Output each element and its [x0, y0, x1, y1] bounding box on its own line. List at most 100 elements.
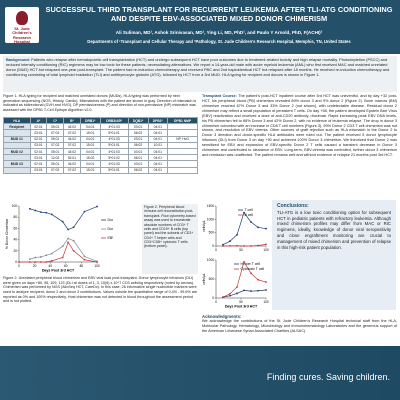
data-point	[72, 239, 75, 242]
data-point	[229, 240, 231, 243]
data-point	[45, 254, 48, 257]
data-point	[50, 213, 53, 216]
data-point	[29, 207, 31, 210]
table-cell: 04:01	[147, 166, 169, 174]
table-row: 03:01 07:02 07:02 15:01 5*01:01 06:02 04:01	[3, 166, 198, 174]
x-tick-label: 80	[80, 264, 84, 268]
affiliations: Departments of ¹Transplant and Cellular …	[87, 39, 351, 44]
table-cell	[3, 166, 31, 174]
data-point	[72, 249, 75, 252]
data-point	[265, 281, 267, 283]
legend-label: Donor 2	[108, 227, 114, 231]
data-point	[39, 261, 42, 263]
section-heading: Transplant Course:	[202, 94, 237, 98]
x-tick-label: 0	[215, 300, 217, 304]
data-point	[29, 258, 31, 261]
data-point	[265, 289, 267, 291]
legend-label: Donor 3	[108, 218, 114, 222]
data-point	[243, 245, 245, 247]
footer-band	[0, 346, 400, 400]
figure-caption: Figure 1. HLA typing for recipient and m…	[3, 94, 197, 112]
header-band	[0, 0, 400, 54]
table-row: 03:01 12:02 52:01 15:02 5*01:02 06:01 04:01	[3, 154, 198, 162]
x-tick-label: 0	[215, 248, 217, 252]
data-point	[236, 286, 238, 288]
table-cell: 15:01	[79, 166, 101, 174]
data-point	[257, 289, 259, 292]
data-point	[34, 256, 37, 259]
table-cell: 07:02	[46, 166, 65, 174]
data-point	[34, 261, 37, 263]
legend-label: Helper T cell	[241, 262, 261, 266]
data-point	[18, 261, 20, 263]
data-point	[257, 244, 259, 247]
data-point	[250, 290, 252, 293]
data-point	[265, 227, 267, 230]
y-tick-label: 0	[212, 244, 214, 248]
background-section: Background: Patients who relapse after h…	[3, 56, 397, 92]
table-row: 03:01 07:02 07:02 15:01 5*01:01 06:02 10:01	[3, 141, 198, 149]
data-point	[222, 245, 224, 247]
section-text: Patients who relapse after hematopoietic…	[6, 57, 390, 77]
legend-label: T cell	[245, 208, 254, 212]
data-point	[250, 245, 252, 247]
data-point	[50, 259, 53, 262]
table-row: 03:01 07:02 07:02 15:01 5*01:01 06:02 04:01	[3, 129, 198, 137]
data-point	[29, 261, 31, 263]
data-point	[222, 243, 224, 246]
data-point	[236, 244, 238, 247]
legend-label: B cell	[245, 213, 254, 217]
data-point	[243, 289, 245, 292]
x-tick-label: 50	[239, 248, 243, 252]
x-tick-label: 100	[94, 264, 100, 268]
data-point	[96, 205, 98, 208]
y-tick-label: 1000	[207, 217, 214, 221]
table-cell: 07:02	[63, 166, 81, 174]
data-point	[243, 211, 245, 214]
table-row: MUD #1 02:01 05:01 44:02 04:01 4*01:03 03:01 04…	[3, 135, 198, 143]
series-line	[29, 238, 98, 262]
data-point	[45, 211, 48, 214]
tagline: Finding cures. Saving children.	[266, 372, 390, 382]
x-tick-label: 50	[239, 300, 243, 304]
table-row: Recipient 02:01 05:01 44:02 04:01 4*01:03 03:0…	[3, 123, 198, 131]
data-point	[257, 278, 259, 281]
legend-label: Cytotoxic T cell	[241, 267, 265, 271]
y-tick-label: 40	[13, 238, 17, 242]
data-point	[34, 209, 37, 212]
y-tick-label: 500	[209, 277, 215, 281]
table-cell	[167, 166, 198, 174]
data-point	[61, 256, 64, 259]
data-point	[229, 294, 231, 297]
data-point	[72, 226, 75, 229]
data-point	[96, 261, 98, 263]
data-point	[250, 272, 252, 275]
data-point	[39, 256, 42, 258]
data-point	[39, 211, 42, 214]
x-tick-label: 20	[33, 264, 37, 268]
x-tick-label: 40	[48, 264, 52, 268]
data-point	[236, 292, 238, 295]
data-point	[222, 296, 224, 298]
figure-2-caption: Figure 2. Unrelated peripheral blood chi…	[3, 276, 198, 304]
data-point	[229, 292, 231, 295]
figure-1: Figure 1. HLA typing for recipient and m…	[3, 94, 198, 198]
legend-label: EBV	[108, 236, 114, 240]
x-tick-label: 100	[263, 248, 269, 252]
data-point	[229, 244, 231, 247]
figure-2-side-caption: Figure 2. Peripheral blood immune cell r…	[142, 204, 198, 274]
course-text: The patient's post-HCT inpatient course …	[202, 94, 397, 158]
data-point	[61, 220, 64, 223]
data-point	[265, 243, 267, 246]
y-tick-label: 80	[13, 215, 17, 219]
y-tick-label: 1500	[207, 204, 214, 208]
acknowledgments: Acknowledgments: We acknowledge the cont…	[202, 314, 397, 344]
table-cell: 5*01:01	[99, 166, 129, 174]
section-heading: Conclusions:	[277, 203, 309, 209]
table-cell: 03:01	[29, 166, 48, 174]
poster-title: SUCCESSFUL THIRD TRANSPLANT FOR RECURREN…	[45, 6, 393, 23]
data-point	[83, 258, 86, 261]
series-line	[222, 211, 267, 245]
